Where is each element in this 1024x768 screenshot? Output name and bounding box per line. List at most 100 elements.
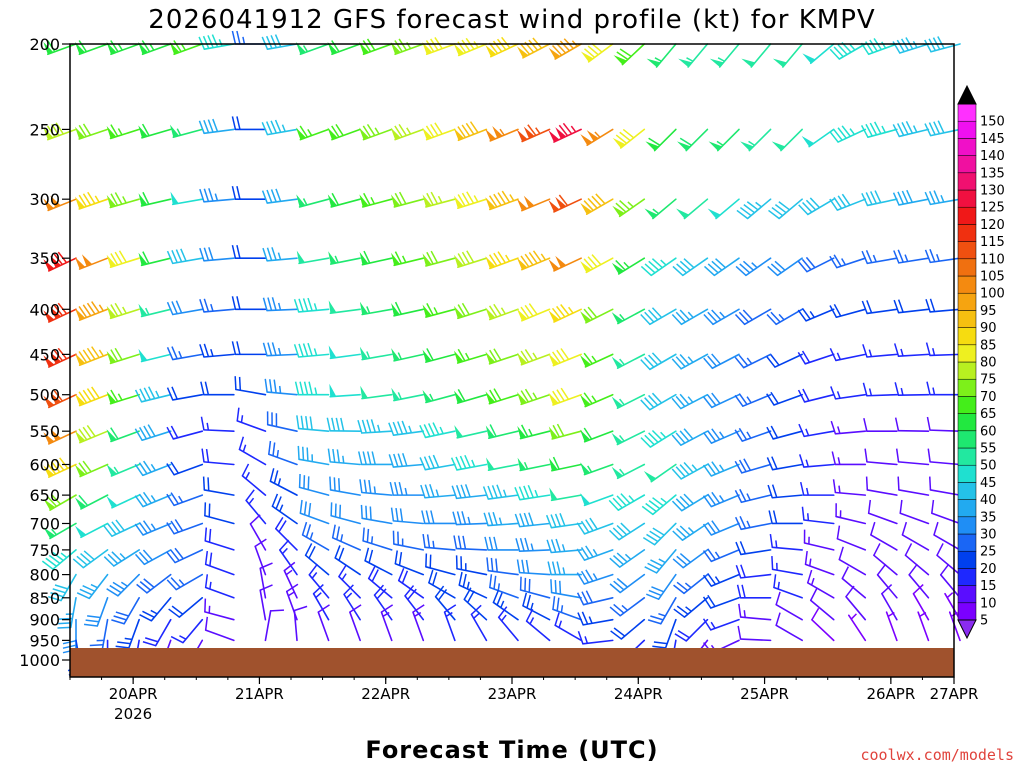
barb-pennant bbox=[296, 250, 305, 264]
barb-flag-full bbox=[259, 562, 273, 569]
barb-flag-half bbox=[940, 194, 945, 203]
barb-shaft bbox=[330, 514, 361, 525]
barb-flag-full bbox=[349, 604, 362, 613]
barb-pennant bbox=[74, 196, 85, 209]
barb-flag-full bbox=[333, 477, 336, 491]
wind-barb bbox=[199, 298, 235, 313]
barb-flag-full bbox=[801, 506, 805, 521]
barb-shaft bbox=[804, 353, 835, 365]
barb-shaft bbox=[266, 391, 298, 396]
wind-barb bbox=[106, 192, 140, 209]
barb-flag-full bbox=[110, 304, 119, 317]
barb-flag-full bbox=[426, 348, 434, 361]
barb-flag-full bbox=[451, 485, 458, 499]
barb-pennant bbox=[106, 429, 117, 442]
wind-barb bbox=[170, 618, 204, 644]
barb-flag-full bbox=[393, 453, 399, 467]
barb-pennant bbox=[580, 355, 591, 367]
barb-flag-full bbox=[86, 302, 96, 315]
barb-flag-full bbox=[837, 127, 847, 139]
barb-shaft bbox=[204, 563, 235, 576]
barb-shaft bbox=[266, 423, 298, 432]
barb-shaft bbox=[245, 499, 267, 525]
barb-shaft bbox=[685, 128, 709, 152]
barb-shaft bbox=[203, 353, 235, 358]
wind-barb bbox=[204, 550, 235, 576]
barb-flag-full bbox=[766, 314, 777, 325]
barb-flag-full bbox=[587, 306, 598, 318]
barb-flag-full bbox=[236, 296, 241, 310]
barb-flag-full bbox=[139, 581, 151, 591]
barb-flag-half bbox=[660, 259, 667, 266]
barb-flag-full bbox=[362, 527, 365, 541]
barb-flag-full bbox=[770, 425, 779, 439]
colorbar-cell bbox=[957, 344, 977, 363]
barb-flag-full bbox=[340, 417, 345, 432]
barb-flag-full bbox=[581, 611, 589, 625]
barb-flag-half bbox=[619, 468, 625, 476]
barb-shaft bbox=[773, 393, 803, 406]
barb-flag-half bbox=[313, 303, 318, 311]
barb-shaft bbox=[361, 517, 393, 525]
barb-flag-full bbox=[775, 612, 781, 626]
barb-shaft bbox=[373, 594, 393, 621]
barb-flag-full bbox=[616, 552, 628, 563]
y-tick-label: 1000 bbox=[19, 651, 60, 670]
barb-flag-half bbox=[746, 520, 751, 528]
wind-barb bbox=[453, 535, 488, 551]
barb-flag-full bbox=[651, 307, 663, 319]
barb-pennant bbox=[296, 194, 306, 207]
wind-barb bbox=[106, 389, 140, 405]
barb-flag-half bbox=[313, 348, 318, 356]
wind-barb bbox=[231, 296, 267, 311]
wind-barb bbox=[580, 128, 614, 146]
barb-shaft bbox=[712, 308, 740, 326]
barb-flag-full bbox=[430, 510, 435, 524]
barb-shaft bbox=[867, 43, 898, 56]
wind-barb bbox=[43, 390, 77, 409]
barb-shaft bbox=[264, 610, 272, 642]
barb-flag-full bbox=[466, 191, 475, 204]
colorbar-cell bbox=[957, 550, 977, 569]
barb-flag-full bbox=[423, 424, 431, 437]
wind-barb bbox=[329, 476, 361, 496]
barb-flag-half bbox=[868, 349, 873, 357]
barb-pennant bbox=[611, 312, 624, 324]
barb-flag-full bbox=[170, 425, 179, 439]
barb-shaft bbox=[175, 573, 204, 591]
barb-flag-full bbox=[371, 451, 376, 465]
barb-flag-full bbox=[491, 485, 498, 499]
barb-flag-half bbox=[836, 352, 842, 360]
wind-barb bbox=[644, 198, 677, 220]
barb-flag-full bbox=[432, 572, 438, 586]
wind-barb bbox=[134, 549, 172, 566]
barb-flag-full bbox=[742, 260, 754, 271]
barb-flag-full bbox=[114, 302, 123, 316]
wind-barb bbox=[138, 348, 172, 363]
barb-flag-full bbox=[679, 309, 690, 321]
barb-flag-full bbox=[738, 459, 747, 472]
barb-flag-full bbox=[366, 528, 370, 543]
barb-flag-full bbox=[302, 446, 305, 461]
barb-flag-full bbox=[267, 342, 273, 356]
barb-flag-full bbox=[110, 349, 119, 362]
barb-pennant bbox=[359, 251, 369, 265]
colorbar-label: 125 bbox=[980, 201, 1005, 216]
barb-flag-full bbox=[234, 376, 237, 390]
barb-flag-full bbox=[707, 462, 717, 475]
barb-flag-full bbox=[874, 190, 882, 203]
barb-pennant bbox=[359, 127, 370, 140]
barb-flag-full bbox=[115, 611, 129, 617]
barb-flag-full bbox=[739, 515, 747, 529]
barb-flag-full bbox=[54, 459, 65, 471]
barb-pennant bbox=[106, 42, 117, 55]
barb-flag-full bbox=[556, 423, 565, 437]
barb-flag-full bbox=[585, 545, 594, 558]
wind-barb bbox=[702, 594, 740, 609]
barb-pennant bbox=[586, 130, 599, 142]
barb-flag-full bbox=[927, 448, 931, 462]
barb-flag-full bbox=[577, 612, 584, 626]
barb-pennant bbox=[169, 124, 180, 138]
barb-flag-half bbox=[113, 466, 119, 474]
barb-flag-full bbox=[114, 347, 123, 361]
